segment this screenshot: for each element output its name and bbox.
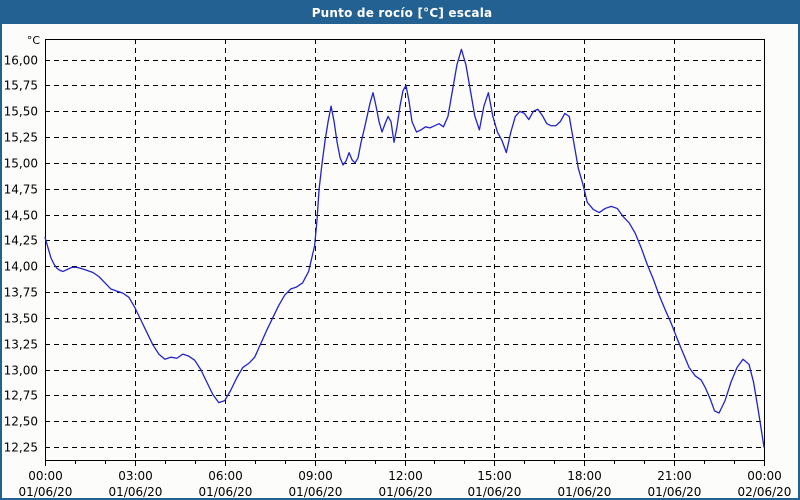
y-axis-tick-label: 15,00	[4, 157, 38, 171]
x-axis-tick-time: 03:00	[118, 469, 153, 483]
y-axis-tick-label: 12,25	[4, 441, 38, 455]
chart-plot-container: 16,00 15,75 15,50 15,25 15,00 14,75 14,50 14,25…	[2, 24, 798, 498]
y-axis-tick-label: 13,50	[4, 312, 38, 326]
x-axis-tick-date: 01/06/20	[199, 485, 253, 498]
y-axis-tick-label: 13,00	[4, 364, 38, 378]
y-axis-tick-label: 14,75	[4, 183, 38, 197]
x-axis-tick-date: 01/06/20	[19, 485, 73, 498]
x-axis-tick-time: 00:00	[28, 469, 63, 483]
x-axis-tick-labels: 00:00 01/06/20 03:00 01/06/20 06:00 01/06/20 0…	[19, 469, 792, 498]
y-axis-tick-label: 14,00	[4, 260, 38, 274]
y-axis-tick-label: 15,25	[4, 131, 38, 145]
y-axis-tick-label: 13,25	[4, 338, 38, 352]
y-axis-tick-labels: 16,00 15,75 15,50 15,25 15,00 14,75 14,50 14,25…	[4, 54, 38, 455]
y-axis-tick-label: 15,50	[4, 105, 38, 119]
x-axis-tick-time: 21:00	[657, 469, 692, 483]
y-axis-tick-label: 14,50	[4, 209, 38, 223]
y-axis-tick-label: 13,75	[4, 286, 38, 300]
y-axis-tick-label: 16,00	[4, 54, 38, 68]
x-axis-tick-time: 12:00	[388, 469, 423, 483]
y-axis-tick-label: 12,75	[4, 389, 38, 403]
y-axis-tick-label: 12,50	[4, 415, 38, 429]
x-axis-tick-date: 01/06/20	[109, 485, 163, 498]
window-title-bar: Punto de rocío [°C] escala	[2, 2, 798, 24]
x-axis-tick-date: 01/06/20	[289, 485, 343, 498]
x-axis-tick-date: 02/06/20	[738, 485, 792, 498]
y-axis-tick-label: 15,75	[4, 79, 38, 93]
x-axis-tick-date: 01/06/20	[648, 485, 702, 498]
x-axis-tick-time: 18:00	[567, 469, 602, 483]
x-axis-tick-date: 01/06/20	[379, 485, 433, 498]
y-axis-unit-label: °C	[27, 34, 41, 47]
x-axis-tick-time: 09:00	[298, 469, 333, 483]
x-axis-tick-time: 00:00	[747, 469, 782, 483]
dew-point-line-chart: 16,00 15,75 15,50 15,25 15,00 14,75 14,50 14,25…	[4, 34, 792, 498]
x-axis-tick-date: 01/06/20	[468, 485, 522, 498]
dew-point-series-line	[44, 48, 765, 448]
x-axis-tick-time: 06:00	[208, 469, 243, 483]
axis-frame	[44, 38, 766, 466]
y-axis-tick-label: 14,25	[4, 234, 38, 248]
x-axis-tick-date: 01/06/20	[558, 485, 612, 498]
x-axis-tick-time: 15:00	[477, 469, 512, 483]
grid-layer	[45, 39, 764, 460]
